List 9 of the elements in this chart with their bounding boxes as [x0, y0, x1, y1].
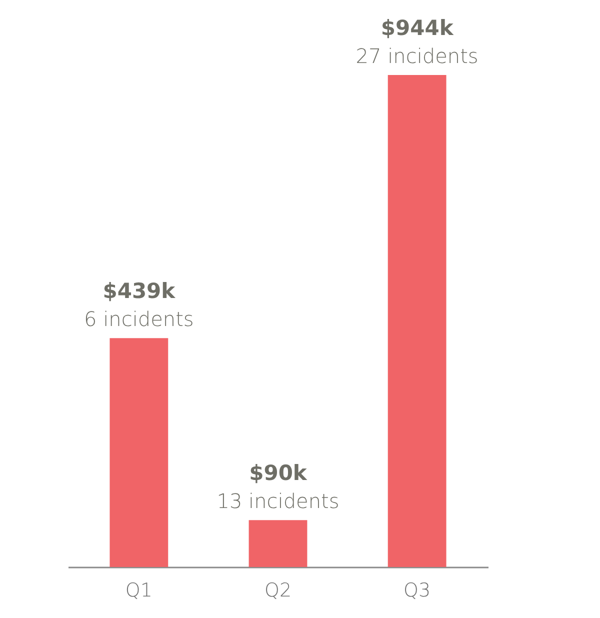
x-tick-label: Q1	[125, 580, 152, 602]
annotation: 6 incidents	[84, 307, 194, 332]
data-label: $439k	[102, 279, 176, 304]
annotation: 27 incidents	[356, 44, 478, 68]
data-label: $944k	[380, 16, 454, 40]
annotation: 13 incidents	[216, 489, 340, 514]
data-label: $90k	[249, 461, 308, 486]
x-tick-label: Q3	[404, 580, 431, 602]
x-tick-label: Q2	[264, 580, 292, 602]
